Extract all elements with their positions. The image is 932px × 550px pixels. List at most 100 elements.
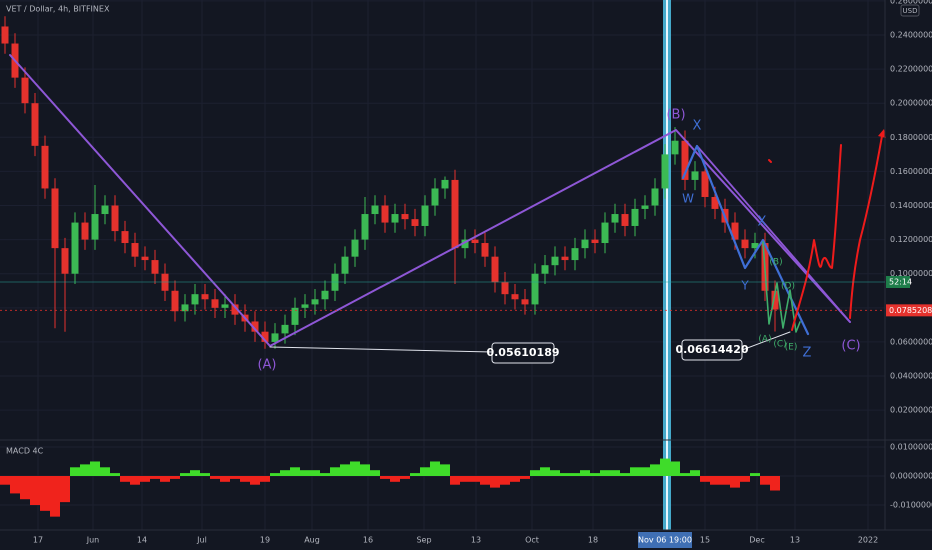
histogram-bar	[700, 476, 710, 482]
x-tick-label: Dec	[749, 536, 764, 545]
histogram-bar	[40, 476, 50, 511]
wave-label: X	[758, 215, 767, 230]
histogram-bar	[610, 470, 620, 476]
wave-label: X	[693, 119, 702, 134]
indicator-title: MACD 4C	[6, 447, 44, 456]
grid	[0, 0, 885, 530]
candle-body	[641, 205, 649, 209]
wave-line	[762, 241, 801, 333]
candle-body	[91, 214, 99, 240]
histogram-bar	[730, 476, 740, 488]
wave-label: Y	[740, 279, 749, 293]
currency[interactable]: USD	[903, 7, 918, 15]
candle-body	[281, 324, 289, 334]
histogram-bar	[200, 473, 210, 476]
histogram-bar	[170, 476, 180, 479]
histogram-bar	[180, 473, 190, 476]
histogram-bar	[380, 476, 390, 479]
histogram-bar	[540, 467, 550, 476]
histogram-bar	[290, 467, 300, 476]
histogram-bar	[250, 476, 260, 485]
x-tick-label: Jul	[196, 536, 207, 545]
candle-body	[251, 321, 259, 332]
histogram-bar	[70, 467, 80, 476]
candle-body	[181, 304, 189, 312]
histogram-bar	[10, 476, 20, 494]
candle-body	[521, 299, 529, 305]
histogram-bar	[350, 461, 360, 476]
x-tick-label: 13	[790, 536, 800, 545]
candle-body	[1, 26, 9, 44]
histogram-bar	[670, 461, 680, 476]
candle-body	[541, 265, 549, 274]
histogram-bar	[520, 476, 530, 479]
candle-body	[21, 77, 29, 104]
candle-body	[141, 256, 149, 261]
histogram-bar	[500, 476, 510, 485]
candle-body	[271, 333, 279, 342]
candle-body	[321, 290, 329, 300]
histogram-bar	[330, 467, 340, 476]
wave-line	[681, 144, 810, 336]
histogram-bar	[690, 470, 700, 476]
wave-label: (C)	[773, 340, 786, 350]
histogram-bar	[0, 476, 10, 485]
chart-title: VET / Dollar, 4h, BITFINEX	[6, 5, 110, 14]
cursor-label-box	[638, 532, 692, 548]
histogram-bar	[210, 476, 220, 479]
candle-body	[741, 239, 749, 249]
x-tick-label: Aug	[304, 536, 320, 545]
candle-body	[291, 307, 299, 325]
candle-body	[771, 290, 779, 310]
wave-label: (A)	[257, 358, 276, 373]
histogram-bar	[410, 473, 420, 476]
price-label: 0.05610189	[486, 346, 559, 359]
drawings	[9, 54, 886, 353]
histogram-bar	[550, 470, 560, 476]
histogram-bar	[450, 476, 460, 485]
candle-body	[151, 260, 159, 274]
histogram-bar	[530, 470, 540, 476]
candle-body	[211, 299, 219, 308]
x-tick-label: Sep	[416, 536, 431, 545]
candle-body	[371, 205, 379, 215]
candle-body	[711, 196, 719, 209]
candle-body	[71, 222, 79, 274]
candle-body	[691, 171, 699, 180]
candle-body	[451, 179, 459, 249]
leader-line	[269, 346, 493, 353]
candle-body	[471, 239, 479, 244]
histogram-bar	[120, 476, 130, 482]
wave-label: Z	[803, 346, 812, 361]
candle-body	[501, 282, 509, 295]
cursor-label: Nov 06 19:00	[638, 536, 692, 545]
candle-body	[411, 219, 419, 226]
wave-label: W	[682, 192, 694, 206]
candle-body	[81, 222, 89, 240]
currency-box[interactable]	[900, 4, 920, 17]
wave-label: (C)	[841, 339, 860, 354]
histogram-bar	[680, 473, 690, 476]
candle-body	[31, 103, 39, 146]
candle-body	[531, 273, 539, 305]
candle-body	[461, 239, 469, 249]
histogram-bar	[150, 476, 160, 479]
candle-body	[671, 140, 679, 155]
histogram-bar	[640, 467, 650, 476]
x-tick-label: 16	[363, 536, 373, 545]
candle-body	[571, 248, 579, 261]
candle-body	[301, 304, 309, 308]
histogram-bar	[110, 473, 120, 476]
last-price-box	[886, 304, 932, 317]
histogram-bar	[510, 476, 520, 482]
histogram-bar	[30, 476, 40, 506]
